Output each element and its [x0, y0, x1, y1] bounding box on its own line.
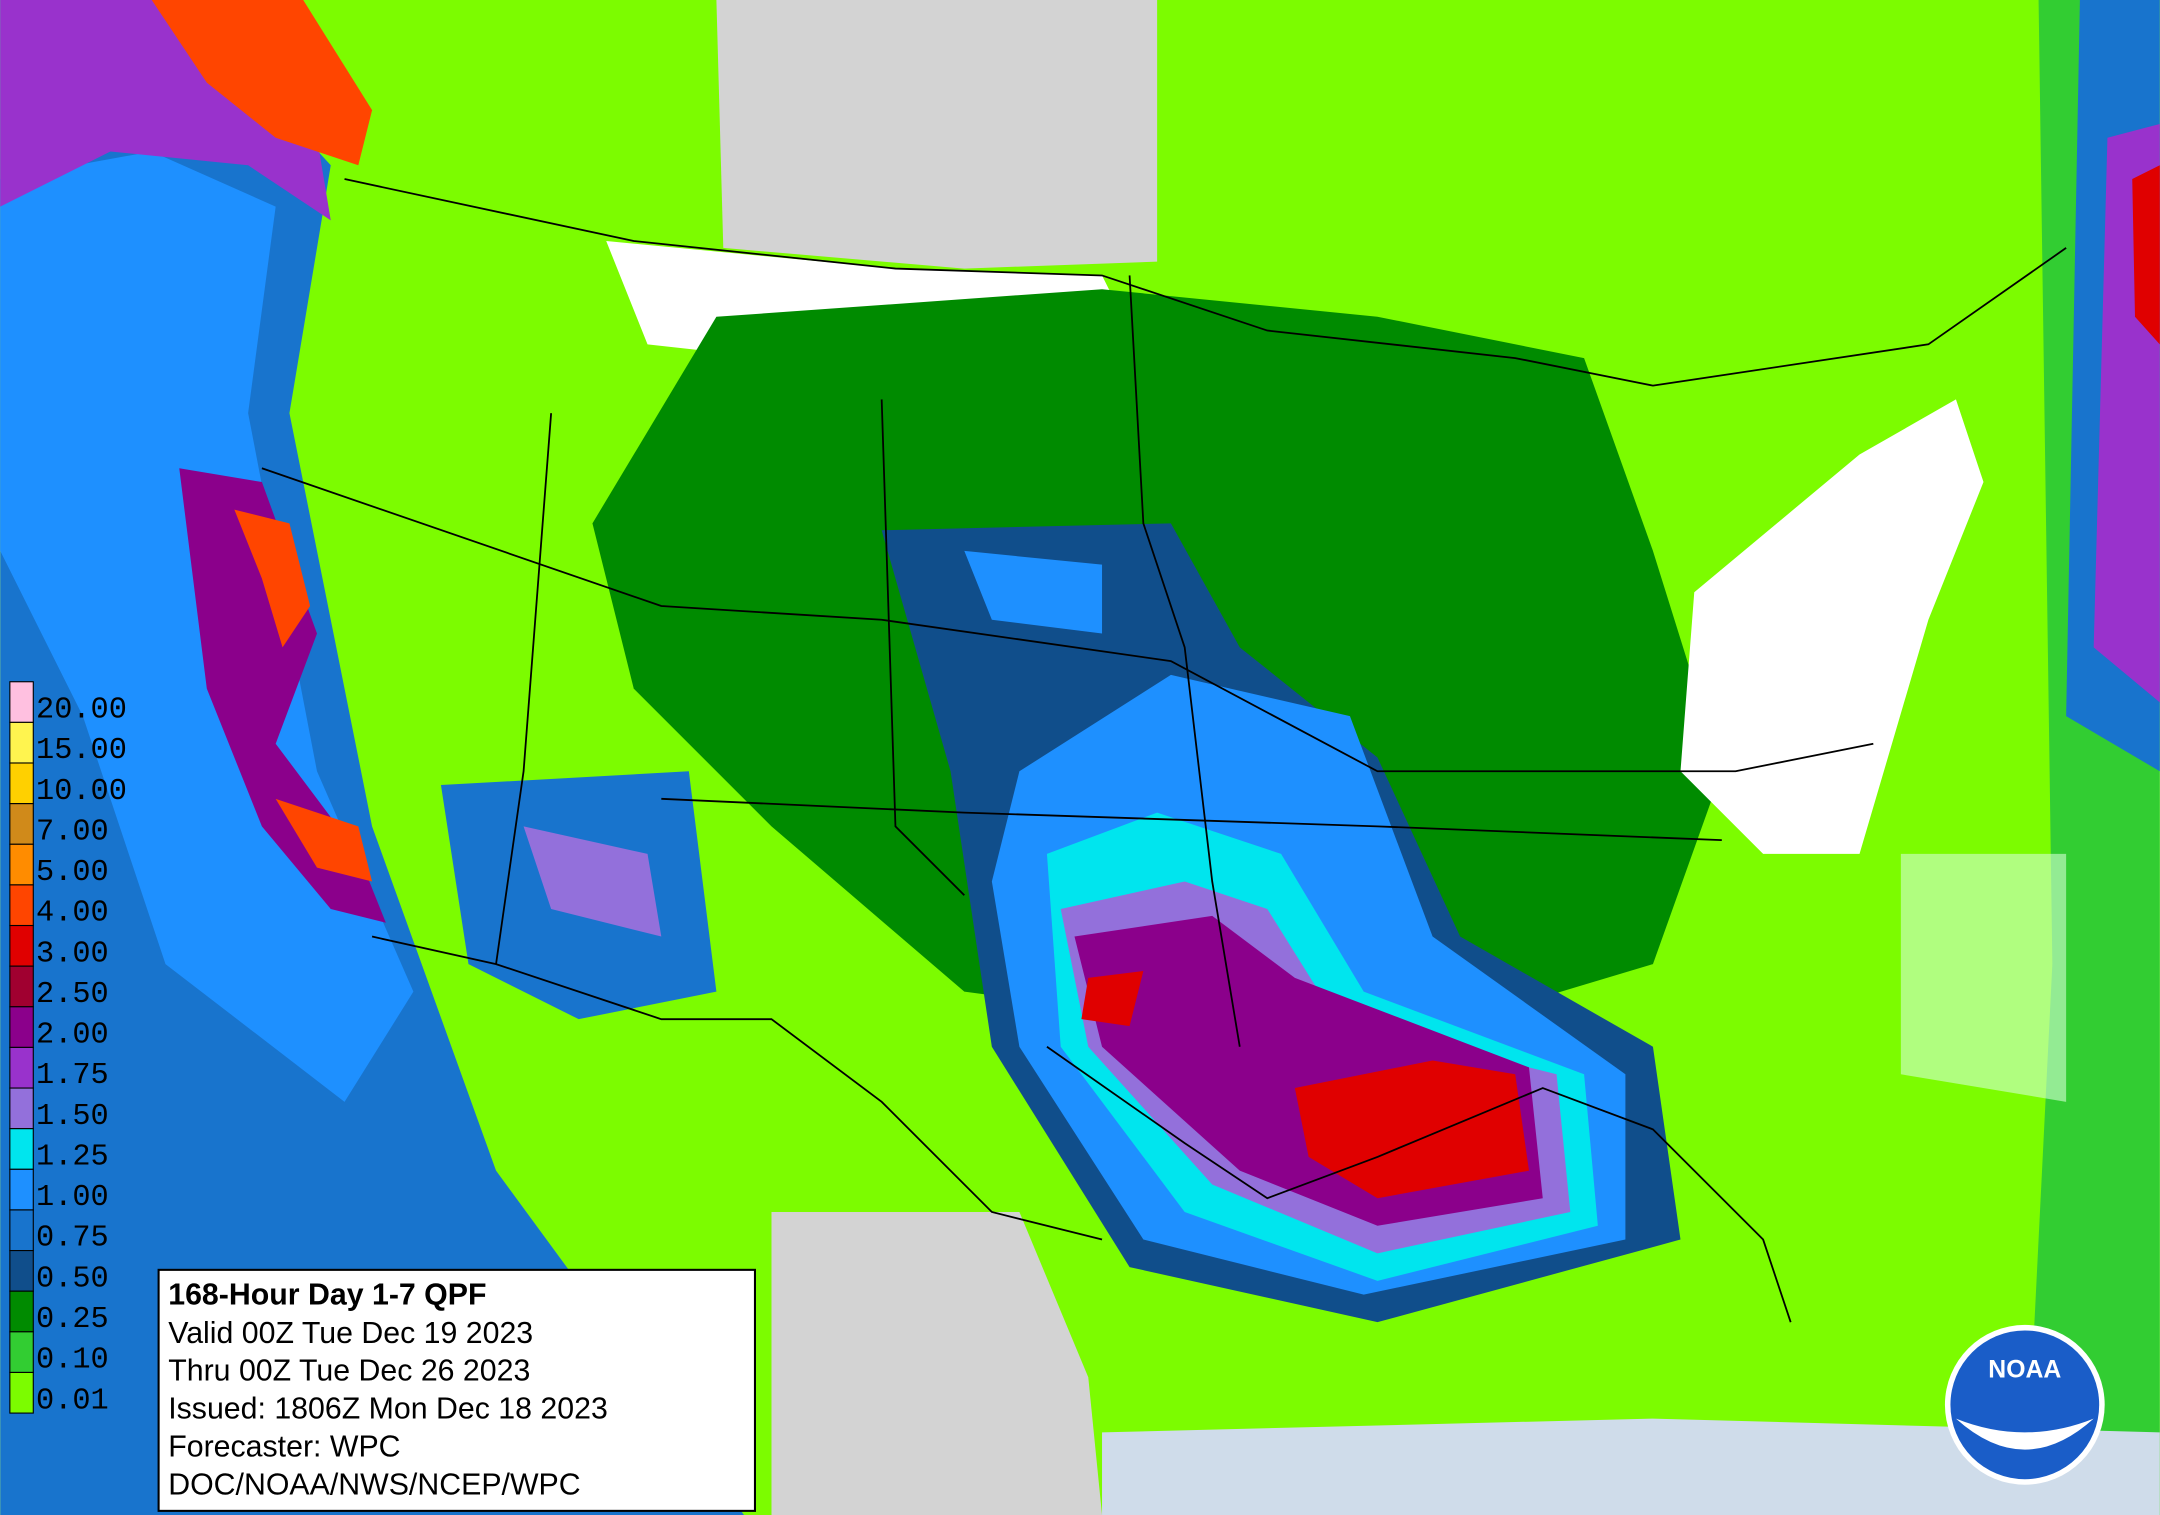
state-line	[495, 413, 553, 965]
legend-swatch	[9, 1168, 34, 1211]
legend-swatch	[9, 803, 34, 845]
legend-label: 4.00	[36, 897, 109, 931]
legend-swatch	[9, 1209, 34, 1252]
info-lines: Valid 00Z Tue Dec 19 2023 Thru 00Z Tue De…	[168, 1317, 608, 1502]
legend-label: 1.00	[36, 1181, 109, 1215]
state-line	[1128, 275, 1241, 1047]
precip-area	[275, 798, 373, 882]
precip-area	[234, 509, 311, 648]
precip-area	[2132, 165, 2160, 345]
coast-line	[1046, 1045, 1792, 1323]
precip-area	[964, 550, 1103, 634]
legend-swatch	[9, 1128, 34, 1170]
state-line	[880, 399, 965, 896]
canada-area	[716, 0, 1158, 269]
state-line	[261, 467, 1874, 773]
legend-label: 0.25	[36, 1303, 109, 1337]
legend: 20.00 15.00 10.00 7.00 5.00 4.00 3.00 2.50 2.00 1…	[9, 681, 127, 1418]
legend-swatch	[9, 721, 34, 764]
legend-label: 15.00	[36, 734, 127, 768]
legend-swatch	[9, 1006, 34, 1048]
legend-swatch	[9, 681, 34, 723]
legend-swatch	[9, 1331, 34, 1374]
precip-area	[1294, 1060, 1529, 1199]
precip-area	[179, 468, 386, 923]
legend-swatch	[9, 1290, 34, 1333]
gulf-area	[1102, 1418, 2160, 1515]
logo-text: NOAA	[1988, 1356, 2061, 1383]
legend-label: 0.50	[36, 1262, 109, 1296]
legend-swatch	[9, 762, 34, 805]
logo	[1950, 1330, 2100, 1480]
legend-label: 2.00	[36, 1019, 109, 1053]
info-line: Forecaster: WPC	[168, 1430, 400, 1463]
precip-area	[1081, 970, 1144, 1027]
legend-label: 3.00	[36, 937, 109, 971]
legend-swatch	[9, 1371, 34, 1414]
precip-area	[523, 826, 662, 937]
legend-label: 20.00	[36, 694, 127, 728]
legend-label: 10.00	[36, 775, 127, 809]
info-line: Valid 00Z Tue Dec 19 2023	[168, 1317, 533, 1350]
light-area	[1900, 853, 2067, 1102]
info-line: Issued: 1806Z Mon Dec 18 2023	[168, 1393, 608, 1426]
precip-area	[0, 0, 331, 221]
legend-label: 1.75	[36, 1059, 109, 1093]
precip-area	[151, 0, 373, 166]
legend-label: 2.50	[36, 978, 109, 1012]
state-line	[661, 797, 1722, 842]
legend-label: 0.10	[36, 1344, 109, 1378]
legend-label: 7.00	[36, 815, 109, 849]
legend-label: 0.01	[36, 1384, 109, 1418]
info-title: 168-Hour Day 1-7 QPF	[168, 1278, 486, 1311]
logo-bird	[1955, 1418, 2094, 1450]
info-line: DOC/NOAA/NWS/NCEP/WPC	[168, 1468, 580, 1501]
legend-swatch	[9, 843, 34, 886]
legend-label: 1.50	[36, 1100, 109, 1134]
legend-swatch	[9, 965, 34, 1008]
legend-swatch	[9, 1250, 34, 1292]
legend-swatch	[9, 924, 34, 967]
info-box	[157, 1268, 756, 1512]
legend-label: 1.25	[36, 1140, 109, 1174]
info-line: Thru 00Z Tue Dec 26 2023	[168, 1355, 530, 1388]
border-line	[344, 178, 2067, 387]
legend-swatch	[9, 1046, 34, 1089]
mexico-area	[771, 1212, 1103, 1515]
legend-label: 0.75	[36, 1222, 109, 1256]
legend-swatch	[9, 1087, 34, 1130]
legend-label: 5.00	[36, 856, 109, 890]
legend-swatch	[9, 884, 34, 927]
dry-area	[1680, 399, 1984, 854]
